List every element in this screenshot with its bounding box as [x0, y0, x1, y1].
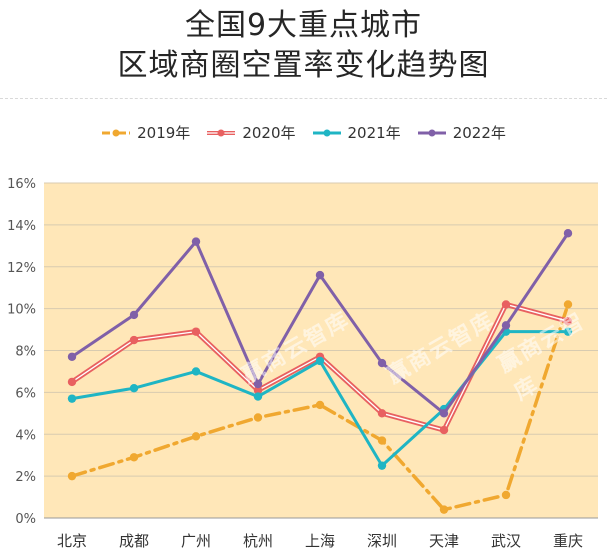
point-series-2019年 [253, 413, 263, 422]
point-series-2020年 [253, 386, 263, 395]
legend-swatch-2020 [207, 129, 236, 136]
point-series-2022年 [253, 379, 263, 389]
point-series-2020年 [377, 409, 387, 418]
legend-item-2019: 2019年 [101, 122, 190, 143]
point-series-2022年 [67, 352, 77, 361]
point-series-2020年 [501, 300, 511, 309]
y-tick-label: 10% [7, 303, 36, 318]
point-series-2019年 [129, 453, 139, 462]
x-tick-label: 重庆 [553, 532, 583, 550]
y-tick-label: 6% [15, 386, 36, 401]
point-series-2021年 [563, 327, 573, 336]
x-tick-label: 北京 [57, 532, 87, 550]
point-series-2022年 [129, 310, 139, 320]
point-series-2022年 [191, 237, 201, 246]
point-series-2021年 [67, 394, 77, 403]
point-series-2019年 [377, 436, 387, 445]
x-tick-label: 上海 [305, 532, 335, 550]
y-tick-label: 8% [15, 345, 36, 360]
point-series-2019年 [501, 490, 511, 500]
point-series-2021年 [253, 392, 263, 401]
legend-label-2019: 2019年 [137, 124, 191, 142]
point-series-2021年 [191, 367, 201, 376]
x-tick-label: 武汉 [491, 532, 521, 550]
legend-label-2020: 2020年 [242, 124, 296, 142]
point-series-2021年 [129, 383, 139, 393]
x-tick-label: 杭州 [243, 532, 273, 550]
point-series-2022年 [501, 321, 511, 330]
legend-item-2022: 2022年 [417, 122, 506, 143]
legend-item-2021: 2021年 [312, 122, 401, 143]
legend-swatch-2021 [312, 129, 341, 136]
legend-swatch-2019 [102, 129, 131, 136]
point-series-2022年 [439, 409, 449, 418]
x-tick-label: 成都 [119, 532, 149, 550]
y-tick-label: 14% [7, 219, 36, 234]
point-series-2020年 [67, 377, 77, 387]
legend-label-2021: 2021年 [347, 124, 401, 142]
point-series-2020年 [439, 425, 449, 435]
point-series-2022年 [563, 229, 573, 238]
point-series-2022年 [315, 270, 325, 280]
point-series-2020年 [563, 316, 573, 326]
line-series-2019年 [70, 302, 570, 512]
legend-swatch-2022 [417, 129, 446, 136]
legend-label-2022: 2022年 [452, 124, 506, 142]
title-divider [0, 98, 607, 99]
point-series-2020年 [191, 327, 201, 336]
x-tick-label: 广州 [181, 532, 211, 550]
legend-item-2020: 2020年 [206, 122, 296, 143]
chart-title: 全国9大重点城市 区域商圈空置率变化趋势图 [0, 6, 607, 86]
point-series-2022年 [377, 358, 387, 368]
y-tick-label: 16% [7, 177, 36, 192]
y-tick-label: 0% [15, 512, 36, 527]
point-series-2020年 [129, 335, 139, 345]
point-series-2021年 [315, 356, 325, 366]
y-tick-label: 2% [15, 470, 36, 485]
x-tick-label: 深圳 [367, 532, 397, 550]
point-series-2021年 [377, 461, 387, 470]
y-tick-label: 4% [15, 428, 36, 443]
x-tick-label: 天津 [429, 532, 459, 550]
point-series-2019年 [439, 505, 449, 514]
point-series-2019年 [191, 432, 201, 441]
point-series-2019年 [563, 300, 573, 309]
point-series-2019年 [315, 400, 325, 410]
point-series-2019年 [67, 471, 77, 481]
y-tick-label: 12% [7, 261, 36, 276]
chart-title-line2: 区域商圈空置率变化趋势图 [117, 48, 490, 83]
chart-title-line1: 全国9大重点城市 [184, 8, 423, 43]
chart-legend: 2019年 2020年 2021年 2022年 [0, 122, 607, 143]
